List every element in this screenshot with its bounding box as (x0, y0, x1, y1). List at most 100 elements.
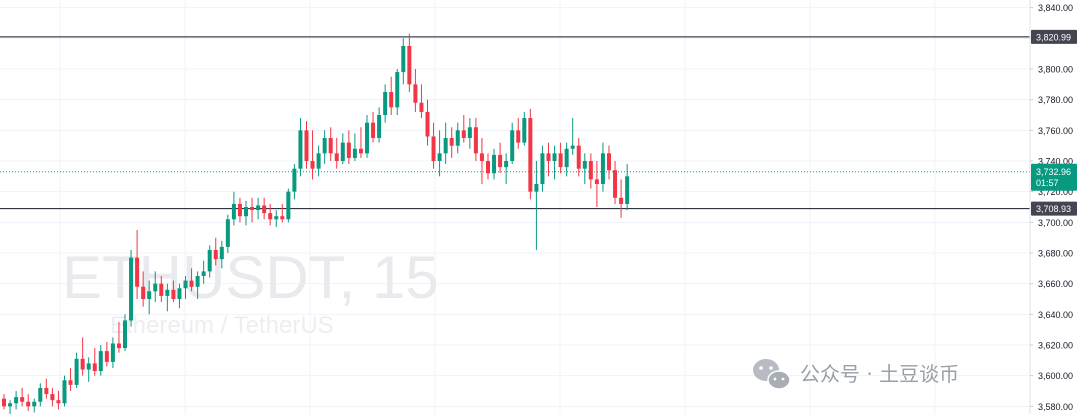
candle[interactable] (274, 210, 279, 227)
candle[interactable] (286, 188, 291, 223)
candle[interactable] (534, 161, 539, 250)
candles[interactable] (2, 33, 630, 414)
candle[interactable] (8, 400, 13, 414)
candle[interactable] (201, 260, 206, 284)
candle[interactable] (262, 197, 267, 220)
candle[interactable] (540, 145, 545, 192)
candle[interactable] (607, 145, 611, 180)
candle[interactable] (280, 203, 285, 223)
candle[interactable] (129, 249, 134, 327)
horizontal-line-price-label[interactable]: 3,820.99 (1031, 29, 1077, 44)
candle[interactable] (582, 153, 587, 184)
candle[interactable] (116, 322, 121, 353)
candle[interactable] (498, 142, 503, 174)
candle[interactable] (419, 84, 424, 119)
candle[interactable] (213, 237, 218, 266)
candle[interactable] (619, 179, 624, 218)
candle[interactable] (250, 197, 255, 223)
candle[interactable] (219, 240, 224, 269)
candle[interactable] (431, 122, 436, 169)
candle[interactable] (177, 283, 182, 309)
candle[interactable] (407, 33, 412, 92)
candle[interactable] (576, 138, 581, 177)
candle[interactable] (159, 276, 164, 303)
candle[interactable] (479, 138, 484, 184)
candle[interactable] (110, 337, 115, 368)
candle[interactable] (141, 271, 146, 307)
candle[interactable] (20, 387, 25, 407)
candle[interactable] (183, 276, 188, 299)
candle[interactable] (413, 69, 418, 112)
horizontal-line-price-label[interactable]: 3,708.93 (1031, 201, 1077, 216)
candle[interactable] (298, 118, 303, 177)
candle[interactable] (92, 348, 97, 376)
candle[interactable] (455, 122, 460, 154)
candle[interactable] (189, 268, 194, 292)
candle[interactable] (56, 391, 61, 410)
candle[interactable] (244, 200, 248, 226)
candle[interactable] (340, 133, 345, 165)
candle[interactable] (171, 280, 176, 303)
candle[interactable] (570, 118, 575, 155)
candle[interactable] (322, 130, 327, 165)
candle[interactable] (352, 133, 357, 161)
candle[interactable] (389, 76, 394, 115)
candle[interactable] (546, 142, 551, 177)
candle[interactable] (522, 111, 527, 146)
candle[interactable] (104, 341, 109, 367)
candle[interactable] (195, 271, 200, 299)
candle[interactable] (594, 161, 599, 207)
candle[interactable] (86, 357, 91, 382)
candle[interactable] (461, 115, 466, 143)
candle[interactable] (135, 230, 140, 299)
candle[interactable] (377, 107, 382, 143)
candle[interactable] (14, 391, 19, 410)
candle[interactable] (304, 121, 309, 169)
candle[interactable] (516, 118, 521, 149)
candle[interactable] (74, 352, 79, 388)
candle[interactable] (334, 138, 339, 169)
candle[interactable] (292, 164, 297, 200)
candle[interactable] (504, 153, 509, 184)
candle[interactable] (62, 375, 67, 407)
candle[interactable] (316, 145, 321, 177)
candle[interactable] (98, 345, 103, 376)
horizontal-lines[interactable] (0, 36, 1030, 210)
candle[interactable] (510, 122, 515, 165)
candle[interactable] (613, 161, 618, 204)
candle[interactable] (473, 118, 478, 161)
candle[interactable] (425, 99, 430, 146)
candle[interactable] (588, 153, 593, 189)
candle[interactable] (552, 145, 557, 180)
candle[interactable] (38, 383, 43, 407)
candle[interactable] (625, 164, 630, 211)
candle[interactable] (256, 197, 261, 220)
candle[interactable] (365, 115, 369, 158)
candle[interactable] (437, 130, 442, 177)
candle[interactable] (328, 127, 333, 161)
candle[interactable] (401, 38, 406, 85)
candle[interactable] (486, 153, 490, 180)
candle[interactable] (395, 69, 400, 115)
candle[interactable] (225, 214, 230, 253)
candle[interactable] (147, 280, 152, 315)
candle[interactable] (32, 398, 37, 413)
candle[interactable] (310, 130, 315, 180)
candle[interactable] (492, 148, 497, 180)
candle[interactable] (371, 111, 376, 143)
candle[interactable] (80, 337, 85, 376)
candle[interactable] (237, 197, 242, 223)
candle[interactable] (600, 142, 605, 192)
candle[interactable] (346, 130, 351, 165)
candle[interactable] (528, 108, 533, 200)
candle[interactable] (467, 118, 472, 149)
candle[interactable] (165, 283, 170, 312)
candle[interactable] (564, 142, 569, 177)
candle[interactable] (153, 271, 158, 303)
candle[interactable] (383, 84, 388, 123)
candle[interactable] (68, 368, 73, 391)
candle[interactable] (558, 142, 563, 174)
